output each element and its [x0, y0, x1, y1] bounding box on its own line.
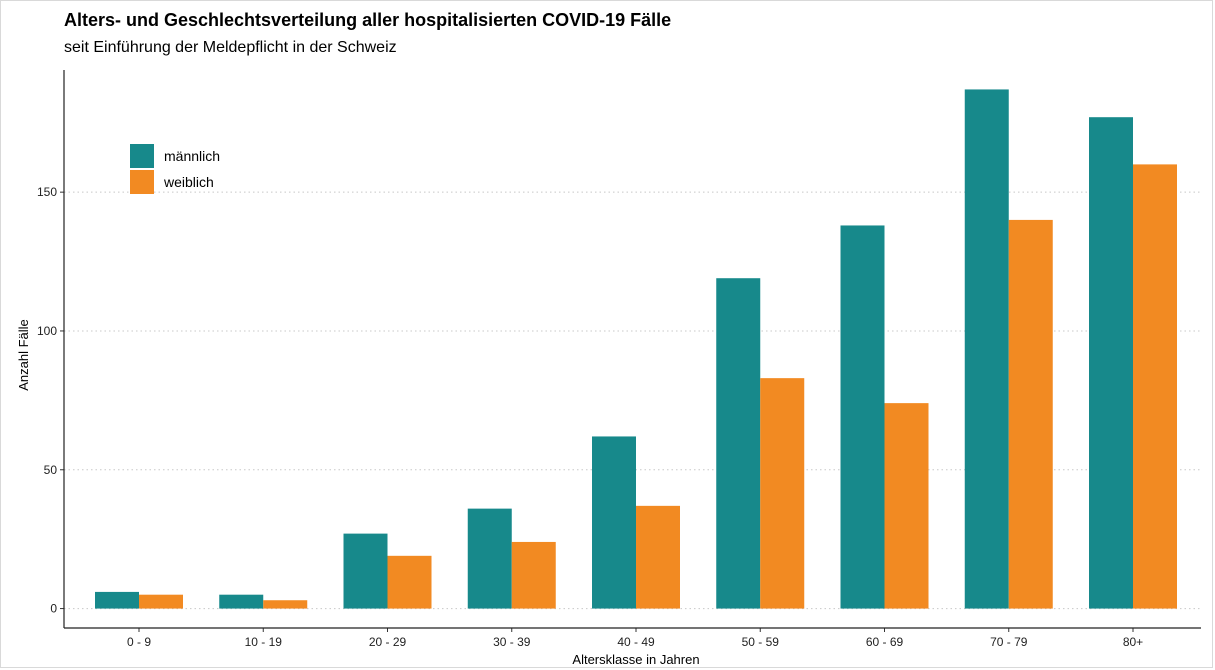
x-tick-label: 0 - 9 [127, 635, 151, 649]
x-tick-label: 20 - 29 [369, 635, 407, 649]
bar-weiblich [263, 600, 308, 609]
bar-maennlich [964, 89, 1009, 609]
legend-label: männlich [164, 148, 220, 164]
y-tick-label: 150 [37, 185, 57, 199]
axes: 0 50 100 150 0 - 9 10 - 19 20 - 29 30 - 39 40 - … [37, 70, 1201, 649]
bars [95, 89, 1177, 609]
y-tick-label: 0 [50, 602, 57, 616]
bar-maennlich [467, 508, 512, 609]
bar-weiblich [884, 403, 929, 609]
bar-maennlich [1089, 117, 1133, 609]
bar-maennlich [840, 225, 885, 609]
x-tick-label: 50 - 59 [742, 635, 780, 649]
chart-subtitle: seit Einführung der Meldepflicht in der … [64, 39, 397, 56]
y-tick-label: 100 [37, 324, 57, 338]
bar-maennlich [95, 591, 139, 609]
legend-swatch [130, 144, 154, 168]
chart-title: Alters- und Geschlechtsverteilung aller … [64, 10, 672, 30]
bar-weiblich [1133, 164, 1177, 609]
bar-maennlich [219, 594, 264, 609]
x-tick-label: 80+ [1123, 635, 1143, 649]
x-tick-label: 70 - 79 [990, 635, 1028, 649]
y-axis-title: Anzahl Fälle [16, 319, 31, 391]
bar-weiblich [511, 541, 556, 609]
bar-weiblich [636, 505, 680, 609]
bar-weiblich [1008, 219, 1053, 609]
x-tick-label: 60 - 69 [866, 635, 904, 649]
y-tick-label: 50 [44, 463, 58, 477]
bar-weiblich [387, 555, 432, 609]
legend-label: weiblich [163, 174, 214, 190]
x-tick-label: 40 - 49 [617, 635, 655, 649]
bar-weiblich [139, 594, 183, 609]
bar-maennlich [716, 278, 761, 609]
bar-maennlich [592, 436, 636, 609]
legend-swatch [130, 170, 154, 194]
bar-weiblich [760, 378, 805, 609]
bar-maennlich [343, 533, 388, 609]
x-tick-label: 30 - 39 [493, 635, 531, 649]
x-tick-label: 10 - 19 [245, 635, 283, 649]
x-axis-title: Altersklasse in Jahren [572, 652, 699, 667]
legend: männlich weiblich [130, 144, 220, 194]
